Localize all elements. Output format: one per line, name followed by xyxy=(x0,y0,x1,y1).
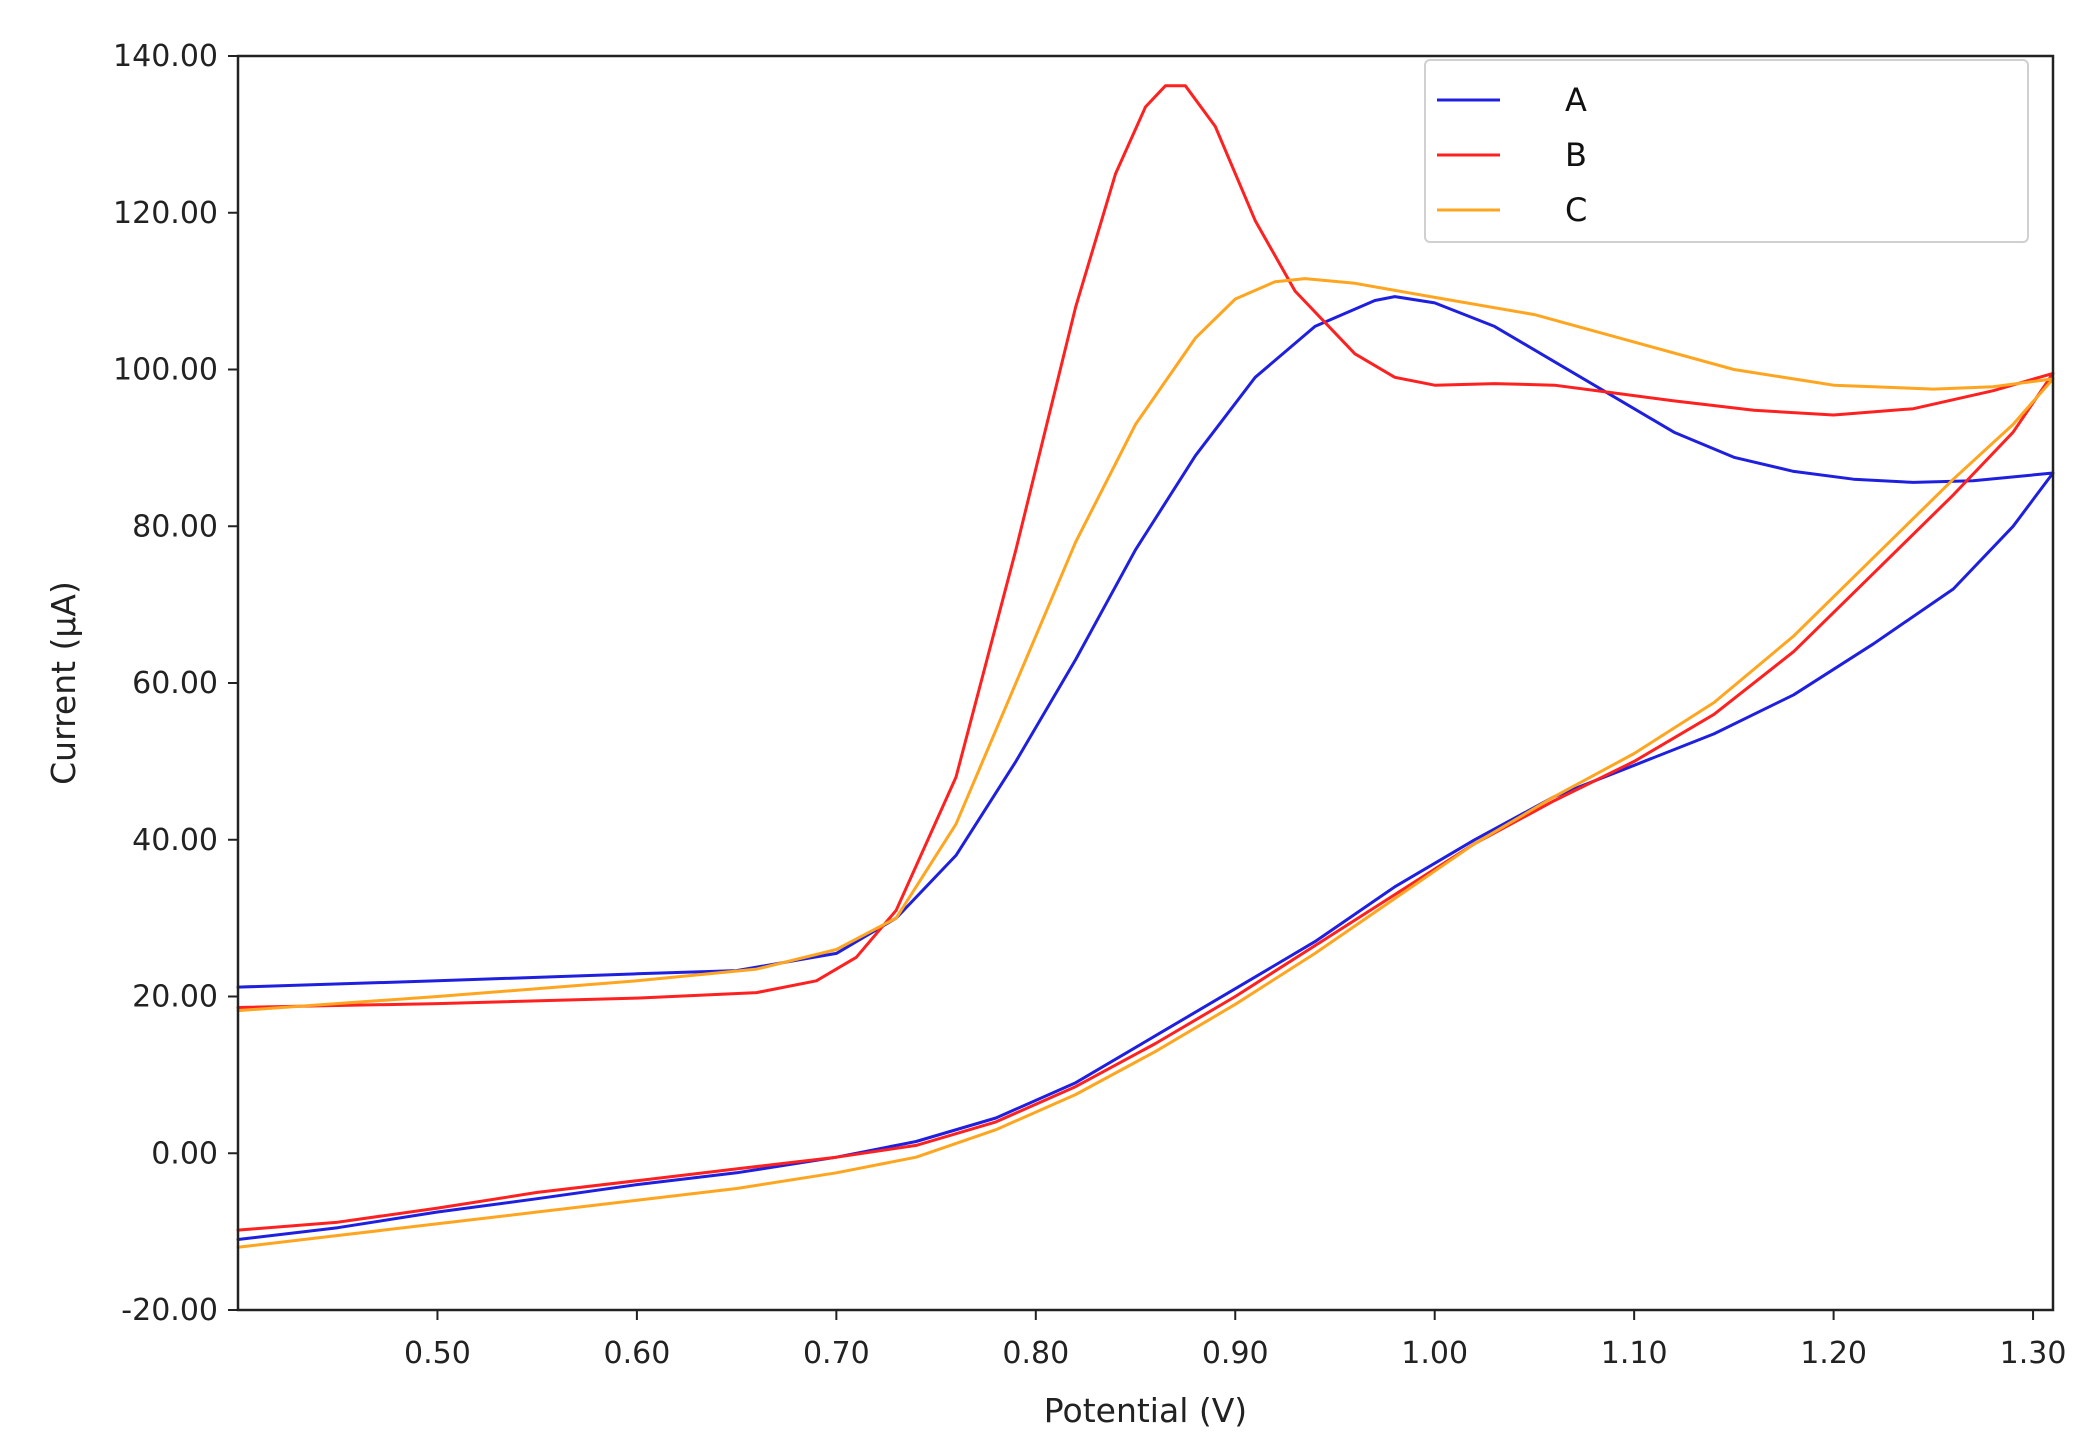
legend-label-c: C xyxy=(1565,191,1587,229)
y-tick-label: -20.00 xyxy=(121,1293,218,1328)
x-tick-label: 0.50 xyxy=(404,1336,471,1371)
x-tick-label: 1.10 xyxy=(1601,1336,1668,1371)
x-tick-label: 0.80 xyxy=(1002,1336,1069,1371)
legend: ABC xyxy=(1424,59,2029,243)
x-axis-label: Potential (V) xyxy=(1044,1391,1247,1430)
x-tick-label: 1.20 xyxy=(1800,1336,1867,1371)
y-axis: -20.00 0.00 20.00 40.00 60.00 80.00 100.00 120.… xyxy=(113,39,238,1328)
y-tick-label: 140.00 xyxy=(113,39,218,74)
y-tick-label: 0.00 xyxy=(151,1136,218,1171)
x-tick-label: 1.30 xyxy=(2000,1336,2067,1371)
y-axis-label: Current (µA) xyxy=(44,581,83,785)
series-line-b xyxy=(236,84,2055,1232)
y-tick-label: 60.00 xyxy=(132,666,218,701)
y-tick-label: 120.00 xyxy=(113,196,218,231)
x-tick-label: 0.90 xyxy=(1202,1336,1269,1371)
x-tick-label: 1.00 xyxy=(1401,1336,1468,1371)
y-tick-label: 100.00 xyxy=(113,353,218,388)
x-tick-label: 0.70 xyxy=(803,1336,870,1371)
y-tick-label: 20.00 xyxy=(132,980,218,1015)
series-line-a xyxy=(236,295,2055,1241)
y-tick-label: 80.00 xyxy=(132,509,218,544)
y-tick-label: 40.00 xyxy=(132,823,218,858)
legend-box xyxy=(1424,59,2029,243)
x-tick-label: 0.60 xyxy=(604,1336,671,1371)
legend-label-b: B xyxy=(1565,136,1587,174)
x-axis: 0.50 0.60 0.70 0.80 0.90 1.00 1.10 1.20 1.30 xyxy=(404,1310,2066,1371)
legend-label-a: A xyxy=(1565,81,1587,119)
